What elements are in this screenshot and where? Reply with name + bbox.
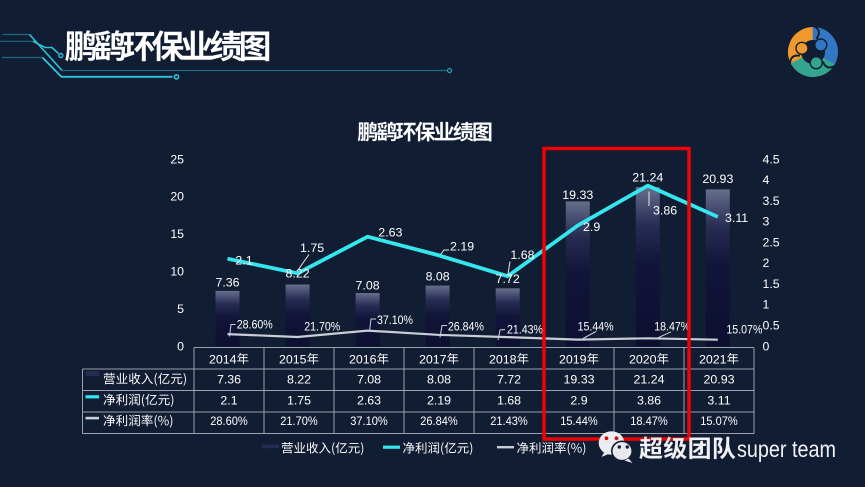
- svg-text:7.08: 7.08: [356, 279, 380, 293]
- svg-text:1.68: 1.68: [497, 393, 521, 407]
- svg-text:20.93: 20.93: [702, 172, 733, 186]
- svg-text:37.10%: 37.10%: [377, 313, 413, 327]
- svg-text:2.63: 2.63: [378, 225, 402, 239]
- svg-text:21.24: 21.24: [632, 171, 663, 185]
- svg-text:1.68: 1.68: [510, 248, 534, 262]
- svg-text:3.86: 3.86: [653, 204, 677, 218]
- svg-text:5: 5: [177, 302, 184, 316]
- svg-text:7.08: 7.08: [357, 372, 381, 386]
- svg-text:2021: 2021: [699, 352, 727, 366]
- svg-text:21.43%: 21.43%: [507, 322, 543, 336]
- svg-text:2020: 2020: [629, 352, 657, 366]
- svg-text:2.1: 2.1: [235, 254, 252, 268]
- svg-text:19.33: 19.33: [562, 188, 593, 202]
- svg-text:21.24: 21.24: [633, 372, 664, 386]
- svg-text:2018: 2018: [489, 352, 517, 366]
- svg-text:15.44%: 15.44%: [578, 320, 614, 334]
- svg-text:15.44%: 15.44%: [560, 414, 598, 428]
- svg-text:20.93: 20.93: [703, 372, 734, 386]
- svg-text:21.43%: 21.43%: [490, 414, 528, 428]
- svg-text:21.70%: 21.70%: [280, 414, 318, 428]
- svg-text:10: 10: [170, 265, 184, 279]
- svg-text:0.5: 0.5: [763, 319, 780, 333]
- svg-text:3: 3: [763, 215, 770, 229]
- svg-text:7.72: 7.72: [496, 272, 520, 286]
- svg-text:7.36: 7.36: [215, 276, 239, 290]
- svg-text:3.5: 3.5: [763, 194, 780, 208]
- svg-text:3.11: 3.11: [707, 393, 730, 407]
- svg-text:26.84%: 26.84%: [448, 319, 484, 333]
- svg-text:28.60%: 28.60%: [210, 414, 248, 428]
- svg-text:8.22: 8.22: [287, 372, 311, 386]
- svg-text:15.07%: 15.07%: [700, 414, 738, 428]
- svg-text:2.1: 2.1: [220, 393, 237, 407]
- svg-text:2.19: 2.19: [427, 393, 451, 407]
- svg-text:2017: 2017: [419, 352, 447, 366]
- svg-text:3.11: 3.11: [725, 211, 748, 225]
- svg-text:8.08: 8.08: [427, 372, 451, 386]
- svg-text:7.72: 7.72: [497, 372, 521, 386]
- svg-text:2.9: 2.9: [570, 393, 587, 407]
- svg-text:8.08: 8.08: [426, 269, 450, 283]
- svg-text:37.10%: 37.10%: [350, 414, 388, 428]
- svg-text:2.9: 2.9: [583, 220, 600, 234]
- svg-text:1.5: 1.5: [763, 277, 780, 291]
- svg-text:2.63: 2.63: [357, 393, 381, 407]
- svg-text:4: 4: [763, 173, 770, 187]
- svg-text:26.84%: 26.84%: [420, 414, 458, 428]
- svg-text:8.22: 8.22: [285, 267, 309, 281]
- svg-text:super team: super team: [737, 436, 836, 462]
- svg-text:0: 0: [177, 339, 184, 353]
- svg-text:15: 15: [170, 227, 184, 241]
- svg-text:20: 20: [170, 190, 184, 204]
- svg-text:18.47%: 18.47%: [630, 414, 668, 428]
- svg-text:2019: 2019: [559, 352, 587, 366]
- svg-text:2014: 2014: [209, 352, 237, 366]
- svg-text:21.70%: 21.70%: [304, 319, 340, 333]
- svg-text:2015: 2015: [279, 352, 307, 366]
- svg-text:7.36: 7.36: [217, 372, 241, 386]
- svg-text:15.07%: 15.07%: [726, 323, 762, 337]
- svg-text:1: 1: [763, 298, 770, 312]
- svg-text:0: 0: [763, 339, 770, 353]
- svg-text:1.75: 1.75: [287, 393, 311, 407]
- svg-text:25: 25: [170, 152, 184, 166]
- svg-text:4.5: 4.5: [763, 152, 780, 166]
- svg-text:2.5: 2.5: [763, 235, 780, 249]
- svg-text:19.33: 19.33: [563, 372, 594, 386]
- svg-text:18.47%: 18.47%: [654, 320, 690, 334]
- svg-text:2: 2: [763, 256, 770, 270]
- svg-text:3.86: 3.86: [637, 393, 661, 407]
- svg-text:2.19: 2.19: [450, 240, 474, 254]
- svg-text:1.75: 1.75: [300, 241, 324, 255]
- svg-text:2016: 2016: [349, 352, 377, 366]
- svg-text:28.60%: 28.60%: [237, 317, 273, 331]
